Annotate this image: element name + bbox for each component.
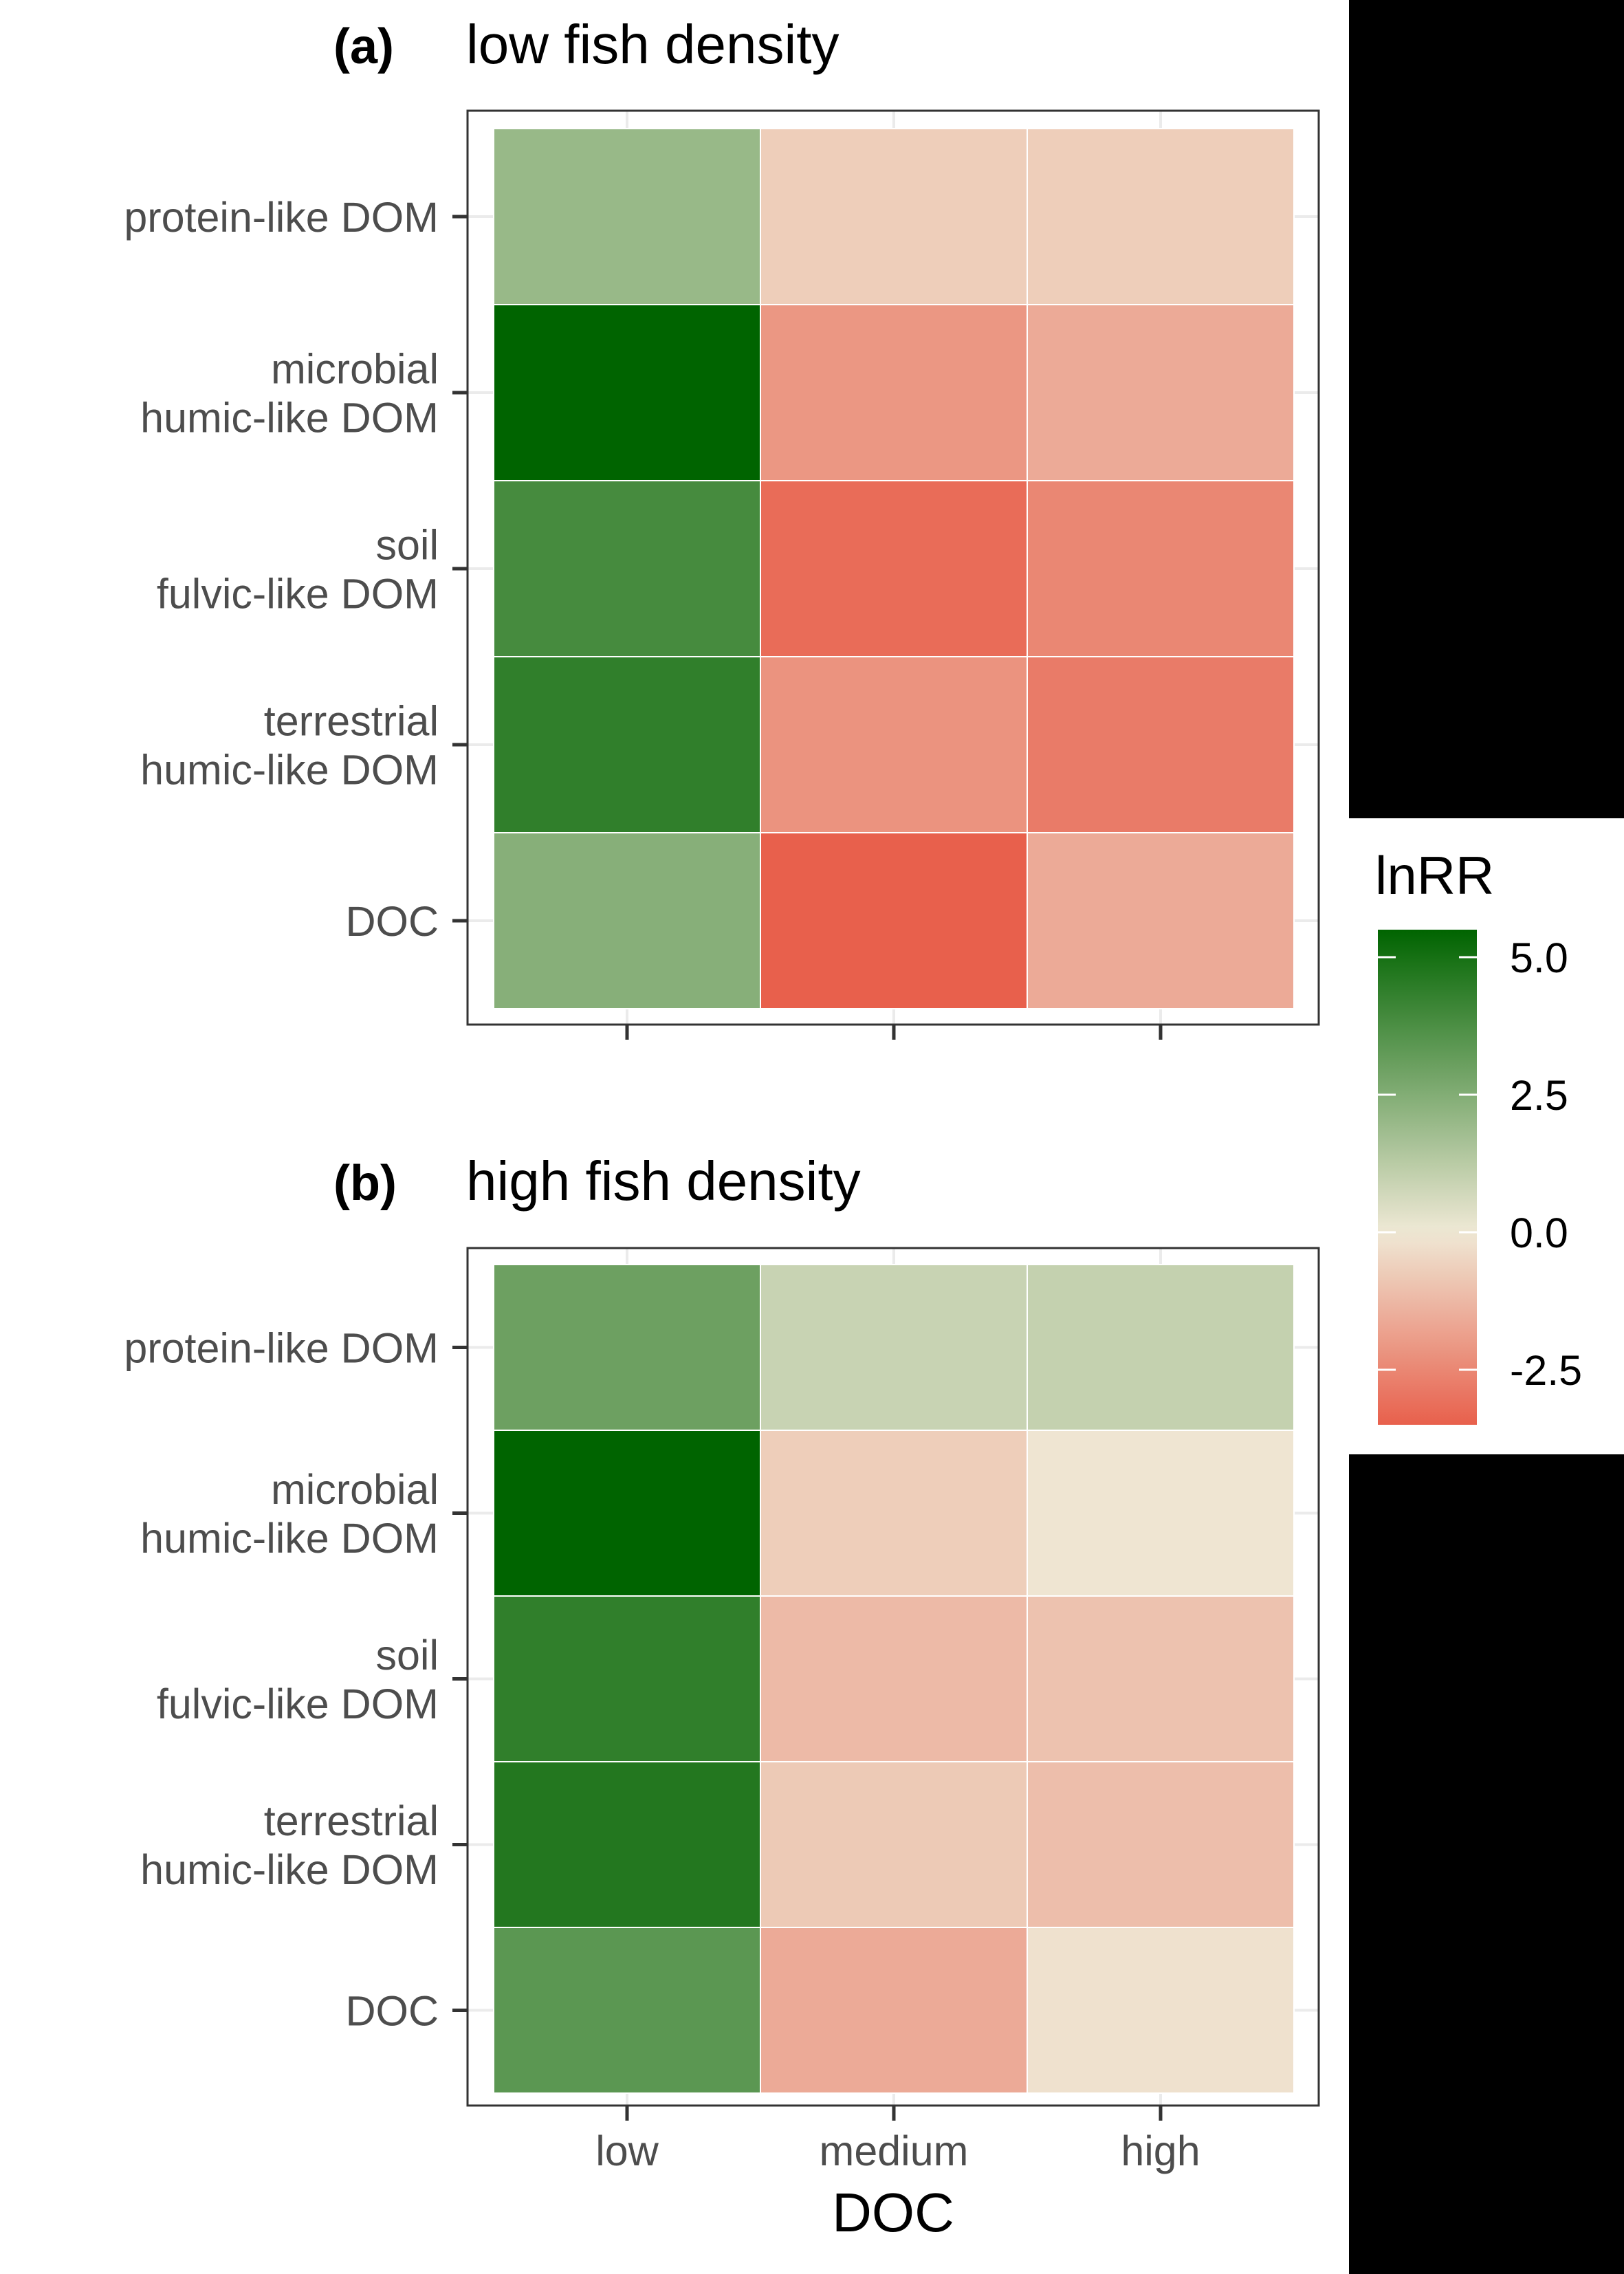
- y-tick-label: terrestrial: [264, 698, 439, 745]
- heatmap-tile: [493, 656, 761, 833]
- y-tick-label: soil: [375, 1632, 439, 1679]
- y-tick-label: protein-like DOM: [124, 194, 439, 241]
- legend-colorbar: [1378, 930, 1477, 1425]
- heatmap-tile: [493, 480, 761, 657]
- heatmap-tile: [1027, 1264, 1295, 1431]
- heatmap-tile: [493, 832, 761, 1009]
- y-tick-label: humic-like DOM: [140, 1846, 439, 1893]
- legend-tick-label: 2.5: [1510, 1072, 1568, 1119]
- heatmap-tile: [760, 304, 1028, 481]
- y-tick-label: humic-like DOM: [140, 1515, 439, 1562]
- heatmap-tile: [760, 1927, 1028, 2094]
- heatmap-tile: [1027, 128, 1295, 305]
- y-tick-label: terrestrial: [264, 1797, 439, 1844]
- heatmap-tile: [1027, 832, 1295, 1009]
- black-background-block-top: [1349, 0, 1624, 818]
- heatmap-tile: [760, 832, 1028, 1009]
- panel-title: high fish density: [466, 1150, 861, 1212]
- heatmap-tile: [1027, 1761, 1295, 1928]
- heatmap-tile: [760, 1761, 1028, 1928]
- heatmap-tile: [493, 1595, 761, 1762]
- legend-tick-label: 5.0: [1510, 934, 1568, 981]
- heatmap-tile: [760, 1430, 1028, 1597]
- y-tick-label: humic-like DOM: [140, 747, 439, 794]
- heatmap-tile: [1027, 656, 1295, 833]
- panel-tag: (a): [333, 19, 394, 74]
- heatmap-tile: [760, 1264, 1028, 1431]
- heatmap-tile: [760, 1595, 1028, 1762]
- y-tick-label: microbial: [271, 346, 439, 393]
- heatmap-tile: [1027, 480, 1295, 657]
- panel-title: low fish density: [466, 14, 839, 75]
- black-background-block-bottom: [1349, 1454, 1624, 2274]
- y-tick-label: microbial: [271, 1466, 439, 1513]
- legend-title: lnRR: [1375, 845, 1494, 906]
- heatmap-tile: [493, 1927, 761, 2094]
- y-tick-label: fulvic-like DOM: [157, 1681, 439, 1727]
- y-tick-label: DOC: [345, 898, 439, 945]
- x-tick-label: low: [595, 2128, 659, 2174]
- x-tick-label: medium: [820, 2128, 969, 2174]
- heatmap-tile: [493, 1430, 761, 1597]
- heatmap-tile: [493, 1761, 761, 1928]
- y-tick-label: fulvic-like DOM: [157, 571, 439, 617]
- x-tick-label: high: [1121, 2128, 1200, 2174]
- heatmap-tile: [1027, 304, 1295, 481]
- heatmap-tile: [493, 128, 761, 305]
- heatmap-tile: [493, 1264, 761, 1431]
- legend-tick-label: -2.5: [1510, 1347, 1582, 1394]
- heatmap-tile: [1027, 1430, 1295, 1597]
- heatmap-tile: [760, 480, 1028, 657]
- x-axis-title: DOC: [832, 2182, 954, 2243]
- heatmap-tile: [1027, 1595, 1295, 1762]
- panel-tag: (b): [333, 1156, 397, 1211]
- y-tick-label: soil: [375, 522, 439, 569]
- y-tick-label: protein-like DOM: [124, 1325, 439, 1372]
- heatmap-tile: [1027, 1927, 1295, 2094]
- legend-tick-label: 0.0: [1510, 1210, 1568, 1256]
- heatmap-tile: [760, 656, 1028, 833]
- y-tick-label: DOC: [345, 1988, 439, 2035]
- heatmap-tile: [493, 304, 761, 481]
- heatmap-tile: [760, 128, 1028, 305]
- y-tick-label: humic-like DOM: [140, 395, 439, 441]
